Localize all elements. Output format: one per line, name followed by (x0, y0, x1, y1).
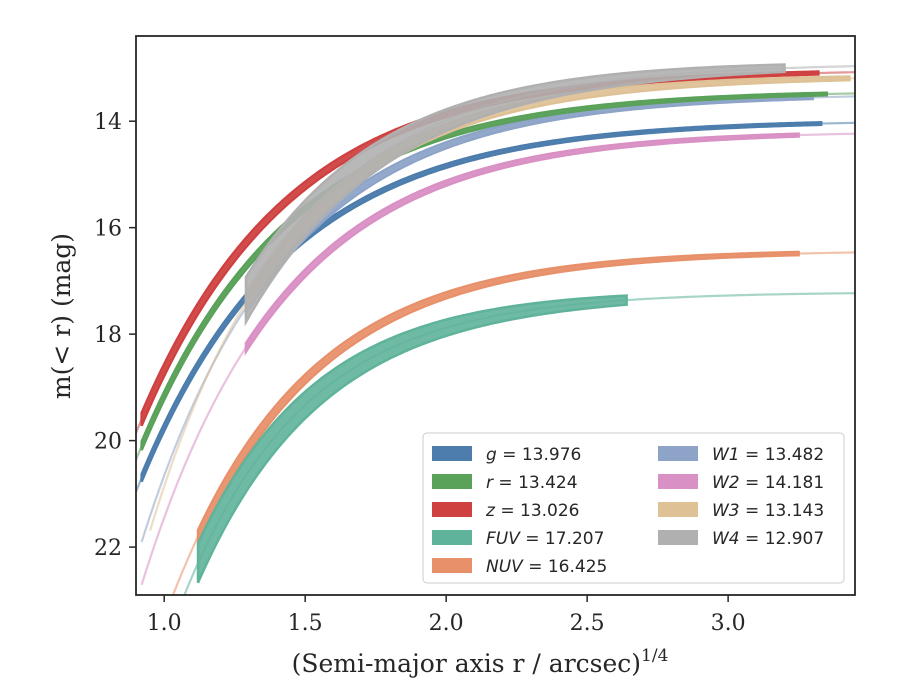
legend-label: r = 13.424 (486, 473, 578, 493)
legend-label: FUV = 17.207 (486, 529, 604, 549)
legend-entry-z: z = 13.026 (432, 501, 579, 521)
legend-label-value: 17.207 (545, 529, 604, 549)
legend-label-val: = (495, 501, 520, 521)
legend-swatch (432, 502, 472, 517)
x-tick-label: 2.5 (570, 611, 605, 636)
legend-frame (422, 432, 845, 584)
x-axis-label-exponent: 1/4 (641, 646, 668, 666)
legend-label: W2 = 14.181 (712, 473, 824, 493)
legend-swatch (432, 558, 472, 573)
series-w4 (244, 63, 855, 327)
legend-label-value: 13.143 (765, 501, 824, 521)
y-tick-label: 16 (94, 217, 122, 242)
legend-label-val: = (740, 473, 765, 493)
legend-label: W3 = 13.143 (712, 501, 824, 521)
series-fuv-data-band (196, 294, 628, 584)
legend-label-var: W3 (712, 501, 740, 521)
legend-entry-w2: W2 = 14.181 (658, 473, 824, 493)
legend-entry-w4: W4 = 12.907 (658, 529, 824, 549)
legend-label-val: = (493, 473, 518, 493)
y-axis: 14 16 18 20 22 (94, 110, 136, 561)
legend-label-val: = (740, 445, 765, 465)
legend-label-var: g (486, 445, 497, 465)
legend-label-value: 13.482 (765, 445, 824, 465)
legend-label-var: W4 (712, 529, 740, 549)
legend-label: W4 = 12.907 (712, 529, 824, 549)
legend-entry-w3: W3 = 13.143 (658, 501, 824, 521)
legend-label-var: FUV (486, 529, 521, 549)
legend-entry-w1: W1 = 13.482 (658, 445, 824, 465)
legend-label-value: 13.976 (522, 445, 581, 465)
series-w1-data-band (244, 94, 814, 318)
legend-entry-g: g = 13.976 (432, 445, 581, 465)
legend-label-val: = (523, 557, 548, 577)
legend-label-value: 13.424 (518, 473, 577, 493)
legend-label-var: z (485, 501, 496, 521)
legend-entry-fuv: FUV = 17.207 (432, 529, 604, 549)
y-tick-label: 22 (94, 536, 122, 561)
legend-swatch (432, 530, 472, 545)
series-nuv-data-band (196, 250, 800, 544)
legend-label-val: = (740, 501, 765, 521)
legend-label-value: 13.026 (520, 501, 579, 521)
legend-label-var: W2 (712, 473, 740, 493)
legend-entry-r: r = 13.424 (432, 473, 578, 493)
legend-swatch (658, 530, 698, 545)
x-tick-label: 2.0 (429, 611, 464, 636)
plot-frame (135, 35, 856, 596)
legend-label-value: 14.181 (765, 473, 824, 493)
legend-label-val: = (497, 445, 522, 465)
legend-label-var: r (486, 473, 494, 493)
legend: g = 13.976 r = 13.424 z = 13.026 FUV = 17.2… (422, 432, 845, 584)
series-fuv (183, 292, 855, 595)
legend-swatch (432, 474, 472, 489)
legend-swatch (432, 446, 472, 461)
y-tick-label: 18 (94, 323, 122, 348)
legend-label: g = 13.976 (486, 445, 581, 465)
legend-swatch (658, 446, 698, 461)
y-tick-label: 14 (94, 110, 122, 135)
series-w2-data-band (244, 132, 800, 356)
x-axis-label: (Semi-major axis r / arcsec)1/4 (292, 646, 669, 678)
x-tick-label: 1.0 (147, 611, 182, 636)
legend-label: z = 13.026 (485, 501, 579, 521)
series-nuv (171, 250, 855, 595)
legend-label-val: = (740, 529, 765, 549)
y-axis-label: m(< r) (mag) (47, 233, 76, 399)
legend-label: W1 = 13.482 (712, 445, 824, 465)
legend-label-var: NUV (486, 557, 524, 577)
series-w4-data-band (244, 63, 786, 327)
legend-swatch (658, 502, 698, 517)
series-layer (136, 63, 855, 595)
x-tick-label: 3.0 (711, 611, 746, 636)
legend-label-value: 16.425 (548, 557, 607, 577)
legend-label-value: 12.907 (765, 529, 824, 549)
x-tick-label: 1.5 (288, 611, 323, 636)
series-w2 (140, 132, 855, 586)
x-axis-label-text: (Semi-major axis r / arcsec) (292, 649, 641, 678)
y-tick-label: 20 (94, 430, 122, 455)
legend-label-var: W1 (712, 445, 740, 465)
legend-label-val: = (520, 529, 545, 549)
series-g-data-band (140, 121, 823, 483)
x-axis: 1.0 1.5 2.0 2.5 3.0 (147, 595, 746, 636)
legend-entry-nuv: NUV = 16.425 (432, 557, 607, 577)
legend-label: NUV = 16.425 (486, 557, 607, 577)
legend-swatch (658, 474, 698, 489)
